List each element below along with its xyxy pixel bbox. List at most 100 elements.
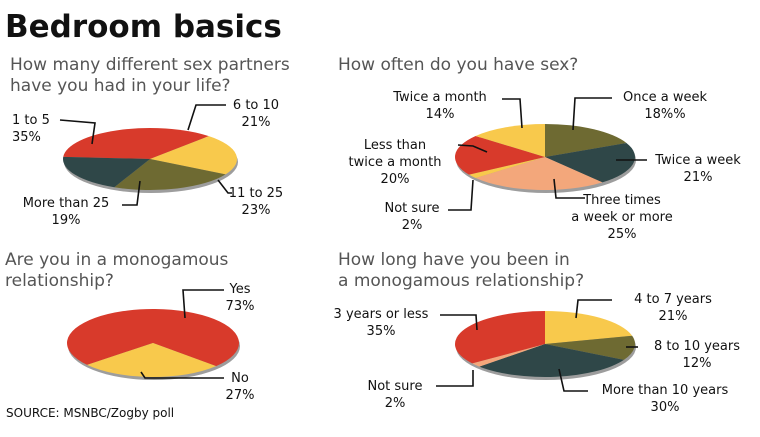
pie-slice-11-to-25 [114, 159, 226, 190]
slice-label-three-times-a-week-or-more: Three times a week or more 25% [571, 193, 673, 242]
slice-value: 35% [367, 324, 396, 339]
pie-slice-once-a-week [545, 124, 627, 157]
slice-label-twice-a-month: Twice a month 14% [392, 90, 487, 122]
pie-chart-1: How many different sex partners have you … [10, 55, 290, 228]
slice-label-text: 1 to 5 [12, 113, 50, 128]
leader-line [553, 178, 585, 199]
pie-chart-4: How long have you been in a monogamous re… [334, 250, 741, 415]
slice-label-text: 4 to 7 years [634, 292, 712, 307]
leader-line [502, 98, 523, 129]
leader-line [187, 104, 226, 131]
slice-label-text: 3 years or less [334, 307, 429, 322]
slice-value: 27% [226, 388, 255, 403]
slice-value: 18%% [644, 107, 685, 122]
chart-question-line: How often do you have sex? [338, 55, 578, 75]
pie-slice-less-than-twice-a-month [455, 135, 545, 175]
pie-slice-1-to-5 [63, 127, 209, 159]
slice-value: 19% [52, 213, 81, 228]
slice-label-not-sure: Not sure 2% [385, 201, 440, 233]
slice-label-text: Less than [364, 138, 426, 153]
slice-value: 73% [226, 299, 255, 314]
pie-chart-3: Are you in a monogamous relationship? Yes 7… [5, 250, 254, 403]
slice-label-6-to-10: 6 to 10 21% [233, 98, 279, 130]
leader-line [572, 97, 612, 131]
leader-line [436, 370, 474, 387]
slice-value: 23% [242, 203, 271, 218]
pie-slice-twice-a-week [545, 142, 635, 183]
pie-chart-2: How often do you have sex? Once a week 18%… [338, 55, 741, 242]
slice-value: 12% [683, 356, 712, 371]
slice-label-yes: Yes 73% [226, 282, 255, 314]
chart-question-line: Are you in a monogamous [5, 250, 229, 270]
chart-question-line: a monogamous relationship? [338, 271, 584, 291]
slice-label-text: Twice a week [654, 153, 741, 168]
leader-line [448, 179, 474, 211]
slice-value: 14% [426, 107, 455, 122]
chart-question-line: relationship? [5, 271, 114, 291]
pie-slice-4-to-7-years [545, 311, 633, 344]
slice-label-less-than-twice-a-month: Less than twice a month 20% [349, 138, 442, 187]
pie-slice-not-sure [469, 157, 545, 179]
chart-question: How many different sex partners have you … [10, 55, 290, 96]
slice-label-text: No [231, 371, 249, 386]
slice-value: 21% [684, 170, 713, 185]
chart-question: Are you in a monogamous relationship? [5, 250, 229, 291]
chart-question-line: have you had in your life? [10, 76, 231, 96]
chart-question: How long have you been in a monogamous re… [338, 250, 584, 291]
leader-line [558, 368, 588, 392]
pie-slice-twice-a-month [475, 124, 545, 157]
slice-label-1-to-5: 1 to 5 35% [12, 113, 50, 145]
pie-slice-8-to-10-years [545, 335, 636, 360]
pie-charts: How many different sex partners have you … [5, 55, 741, 415]
slice-value: 2% [402, 218, 423, 233]
slice-value: 21% [659, 309, 688, 324]
slice-label-11-to-25: 11 to 25 23% [229, 186, 283, 218]
slice-label-no: No 27% [226, 371, 255, 403]
chart-question-line: How many different sex partners [10, 55, 290, 75]
slice-label-text: a week or more [571, 210, 673, 225]
leader-line [122, 180, 141, 206]
leader-line [59, 119, 96, 145]
pie-slice-3-years-or-less [454, 311, 545, 364]
chart-question-line: How long have you been in [338, 250, 570, 270]
pie-slice-yes [67, 308, 240, 367]
slice-label-text: More than 10 years [602, 383, 729, 398]
slice-label-text: Not sure [368, 379, 423, 394]
slice-label-text: More than 25 [23, 196, 110, 211]
slice-label-text: Yes [229, 282, 251, 297]
slice-value: 20% [381, 172, 410, 187]
slice-label-more-than-10-years: More than 10 years 30% [602, 383, 729, 415]
slice-label-text: twice a month [349, 155, 442, 170]
pie-slice-not-sure [472, 344, 545, 367]
leader-line [217, 179, 232, 194]
pie-slice-more-than-10-years [479, 344, 624, 378]
slice-label-text: 11 to 25 [229, 186, 283, 201]
leader-line [140, 371, 224, 379]
slice-label-text: Three times [582, 193, 661, 208]
source-note: SOURCE: MSNBC/Zogby poll [6, 406, 174, 420]
slice-value: 30% [651, 400, 680, 415]
leader-line [457, 144, 488, 153]
leader-line [575, 299, 612, 319]
leader-line [440, 314, 478, 331]
slice-label-twice-a-week: Twice a week 21% [654, 153, 741, 185]
pie-slice-three-times-a-week-or-more [475, 157, 603, 191]
slice-label-text: Twice a month [392, 90, 487, 105]
slice-label-8-to-10-years: 8 to 10 years 12% [654, 339, 740, 371]
leader-line [182, 289, 224, 319]
slice-label-text: Once a week [623, 90, 707, 105]
pie-slice-no [87, 343, 217, 377]
slice-label-3-years-or-less: 3 years or less 35% [334, 307, 429, 339]
pie-slice-more-than-25 [62, 156, 150, 188]
slice-label-text: 6 to 10 [233, 98, 279, 113]
slice-value: 2% [385, 396, 406, 411]
slice-label-text: Not sure [385, 201, 440, 216]
slice-value: 35% [12, 130, 41, 145]
slice-value: 25% [608, 227, 637, 242]
slice-label-text: 8 to 10 years [654, 339, 740, 354]
infographic-title: Bedroom basics [5, 9, 282, 45]
slice-label-once-a-week: Once a week 18%% [623, 90, 707, 122]
slice-label-not-sure: Not sure 2% [368, 379, 423, 411]
slice-label-4-to-7-years: 4 to 7 years 21% [634, 292, 712, 324]
